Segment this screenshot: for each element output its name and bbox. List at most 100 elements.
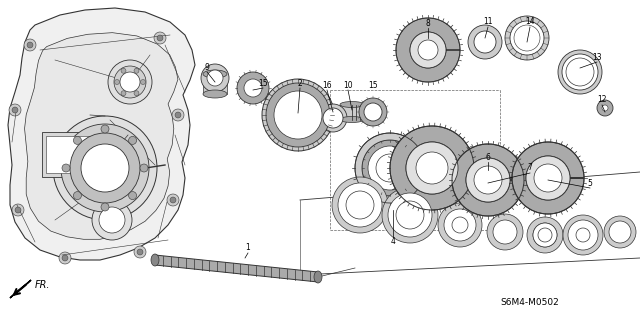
Circle shape (140, 164, 148, 172)
Circle shape (170, 197, 176, 203)
Circle shape (597, 100, 613, 116)
Circle shape (604, 216, 636, 248)
Circle shape (9, 104, 21, 116)
Circle shape (396, 201, 424, 229)
Circle shape (474, 166, 502, 194)
Text: 15: 15 (368, 80, 378, 90)
Polygon shape (24, 33, 178, 239)
Circle shape (74, 137, 81, 145)
Circle shape (466, 158, 510, 202)
Ellipse shape (340, 101, 364, 108)
Circle shape (538, 228, 552, 242)
Circle shape (59, 252, 71, 264)
Circle shape (27, 42, 33, 48)
Circle shape (134, 68, 139, 73)
Polygon shape (512, 142, 584, 214)
Circle shape (121, 91, 126, 96)
Circle shape (526, 156, 570, 200)
Text: 16: 16 (322, 80, 332, 90)
Text: 10: 10 (343, 80, 353, 90)
Polygon shape (10, 280, 31, 298)
Circle shape (410, 32, 446, 68)
Text: 8: 8 (426, 19, 430, 27)
Text: S6M4-M0502: S6M4-M0502 (500, 298, 559, 307)
Circle shape (468, 25, 502, 59)
Circle shape (474, 31, 496, 53)
Polygon shape (8, 8, 195, 260)
Circle shape (137, 249, 143, 255)
Polygon shape (203, 74, 227, 94)
Text: 15: 15 (258, 78, 268, 87)
Circle shape (24, 39, 36, 51)
Text: 9: 9 (205, 63, 209, 71)
Circle shape (533, 223, 557, 247)
Circle shape (262, 79, 334, 151)
Circle shape (438, 203, 482, 247)
Circle shape (62, 164, 70, 172)
Text: 4: 4 (390, 238, 396, 247)
Circle shape (92, 200, 132, 240)
Circle shape (167, 194, 179, 206)
Polygon shape (355, 133, 425, 203)
Circle shape (129, 192, 136, 200)
Circle shape (323, 108, 343, 128)
Ellipse shape (340, 116, 364, 122)
Circle shape (266, 83, 330, 147)
Circle shape (338, 183, 382, 227)
Circle shape (576, 228, 590, 242)
Circle shape (510, 21, 544, 55)
Circle shape (452, 217, 468, 233)
Circle shape (129, 137, 136, 145)
Circle shape (12, 107, 18, 113)
Circle shape (115, 79, 120, 85)
Circle shape (388, 193, 432, 237)
Circle shape (602, 105, 608, 111)
Circle shape (12, 204, 24, 216)
Polygon shape (396, 18, 460, 82)
Circle shape (319, 104, 347, 132)
Ellipse shape (314, 271, 322, 283)
Text: 11: 11 (483, 18, 493, 26)
Circle shape (207, 70, 223, 86)
Circle shape (134, 246, 146, 258)
Text: 13: 13 (592, 53, 602, 62)
Circle shape (533, 223, 557, 247)
Circle shape (382, 187, 438, 243)
Circle shape (175, 112, 181, 118)
Text: FR.: FR. (35, 280, 51, 290)
Circle shape (505, 16, 549, 60)
Circle shape (390, 195, 430, 235)
Text: 7: 7 (527, 164, 532, 173)
Circle shape (362, 140, 418, 196)
FancyBboxPatch shape (42, 132, 94, 177)
Polygon shape (340, 105, 364, 120)
Ellipse shape (203, 70, 227, 78)
Text: 5: 5 (588, 179, 593, 188)
Circle shape (416, 152, 448, 184)
Circle shape (527, 217, 563, 253)
Circle shape (114, 66, 146, 98)
Circle shape (534, 164, 562, 192)
Circle shape (141, 79, 145, 85)
Ellipse shape (151, 254, 159, 266)
Circle shape (99, 207, 125, 233)
Circle shape (406, 142, 458, 194)
Circle shape (562, 54, 598, 90)
Circle shape (609, 221, 631, 243)
Circle shape (74, 192, 81, 200)
Circle shape (120, 72, 140, 92)
Circle shape (172, 109, 184, 121)
Circle shape (15, 207, 21, 213)
Circle shape (70, 133, 140, 203)
Circle shape (487, 214, 523, 250)
Circle shape (346, 191, 374, 219)
Ellipse shape (203, 90, 227, 98)
Text: 1: 1 (246, 243, 250, 253)
Polygon shape (452, 144, 524, 216)
Text: 14: 14 (525, 18, 535, 26)
Circle shape (418, 40, 438, 60)
Circle shape (446, 211, 474, 239)
Circle shape (244, 79, 262, 97)
Circle shape (444, 209, 476, 241)
Text: 6: 6 (486, 152, 490, 161)
